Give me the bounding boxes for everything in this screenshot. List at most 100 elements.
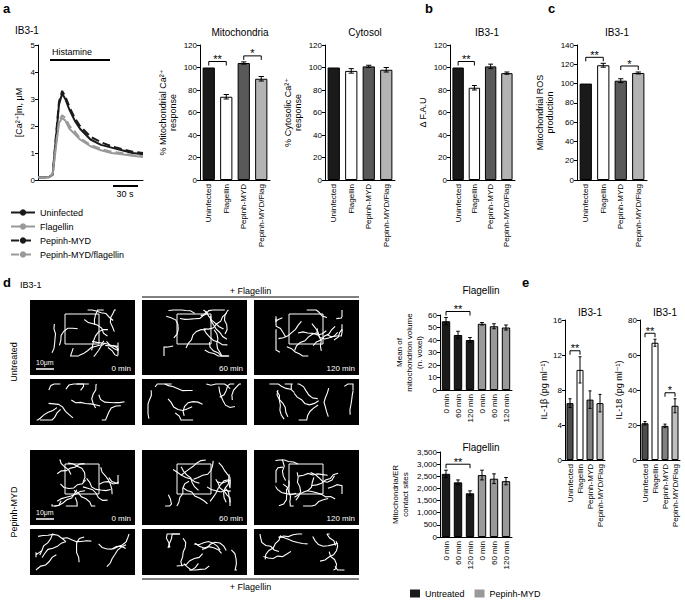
svg-text:5: 5 [31,41,36,50]
svg-text:Flagellin: Flagellin [40,222,74,232]
svg-text:0 min: 0 min [478,541,487,561]
svg-text:1,500: 1,500 [417,496,438,505]
svg-text:4: 4 [31,68,36,77]
svg-text:60 min: 60 min [454,394,463,418]
svg-text:0: 0 [633,456,638,465]
svg-text:0 min: 0 min [111,514,131,523]
svg-text:Histamine: Histamine [52,47,92,57]
svg-text:IB3-1: IB3-1 [578,307,602,318]
svg-text:0 min: 0 min [111,364,131,373]
svg-text:120: 120 [184,41,198,50]
svg-text:0: 0 [558,456,563,465]
svg-text:10: 10 [428,373,437,382]
svg-text:IB3-1: IB3-1 [475,27,499,38]
svg-text:100: 100 [434,63,448,72]
svg-text:2,000: 2,000 [417,484,438,493]
svg-text:*: * [627,58,632,70]
svg-text:60: 60 [565,118,574,127]
svg-text:40: 40 [428,336,437,345]
svg-text:mitochondrion volume: mitochondrion volume [405,313,414,392]
svg-text:20: 20 [313,153,322,162]
svg-text:40: 40 [313,131,322,140]
svg-text:1: 1 [31,149,36,158]
svg-text:Flagellin: Flagellin [576,464,585,494]
svg-text:Flagellin: Flagellin [462,442,499,453]
svg-text:IL-18 (pg ml⁻¹): IL-18 (pg ml⁻¹) [614,361,624,420]
svg-text:Flagellin: Flagellin [599,184,608,214]
svg-text:Pepinh-MYD/Flag: Pepinh-MYD/Flag [634,184,643,247]
svg-text:3: 3 [31,95,36,104]
svg-text:120: 120 [434,41,448,50]
svg-text:0: 0 [193,176,198,185]
svg-text:IB3-1: IB3-1 [20,280,42,290]
svg-text:Cytosol: Cytosol [348,27,381,38]
svg-text:80: 80 [313,86,322,95]
svg-text:60: 60 [628,351,637,360]
svg-text:b: b [425,1,433,16]
svg-text:e: e [522,275,529,290]
svg-text:Pepinh-MYD/flagellin: Pepinh-MYD/flagellin [40,250,124,260]
svg-text:20: 20 [628,421,637,430]
svg-text:Pepinh-MYD: Pepinh-MYD [40,236,92,246]
svg-text:120 min: 120 min [502,394,511,422]
svg-text:120: 120 [561,60,575,69]
svg-text:3,500: 3,500 [417,448,438,457]
svg-text:IB3-1: IB3-1 [605,27,629,38]
svg-text:% Mitochondrial Ca²⁺: % Mitochondrial Ca²⁺ [158,69,168,155]
svg-text:Pepinh-MYD: Pepinh-MYD [586,464,595,510]
svg-text:Pepinh-MYD: Pepinh-MYD [486,184,495,230]
svg-text:0 min: 0 min [478,394,487,414]
svg-text:Flagellin: Flagellin [222,184,231,214]
svg-text:60: 60 [188,108,197,117]
svg-text:120 min: 120 min [466,394,475,422]
svg-text:50: 50 [428,323,437,332]
svg-text:30: 30 [428,348,437,357]
svg-text:Flagellin: Flagellin [347,184,356,214]
svg-text:**: ** [571,342,580,354]
svg-text:Uninfected: Uninfected [641,464,650,502]
svg-text:**: ** [462,53,471,65]
svg-text:response: response [293,94,303,131]
svg-text:(n. voxel): (n. voxel) [415,336,424,369]
svg-text:production: production [545,91,555,133]
svg-text:12: 12 [553,351,562,360]
svg-text:Pepinh-MYD/Flag: Pepinh-MYD/Flag [382,184,391,247]
svg-text:60 min: 60 min [490,541,499,565]
svg-text:Pepinh-MYD/Flag: Pepinh-MYD/Flag [671,464,680,527]
svg-text:10μm: 10μm [36,509,54,517]
svg-text:140: 140 [561,41,575,50]
svg-text:[Ca²⁺]m, μM: [Ca²⁺]m, μM [14,88,24,137]
svg-text:% Cytosolic Ca²⁺: % Cytosolic Ca²⁺ [283,78,293,147]
svg-text:*: * [250,47,255,59]
svg-text:**: ** [454,456,463,468]
svg-text:**: ** [213,53,222,65]
svg-text:0: 0 [443,176,448,185]
svg-text:40: 40 [188,131,197,140]
svg-text:Uninfected: Uninfected [581,184,590,222]
svg-text:20: 20 [428,361,437,370]
svg-text:Flagellin: Flagellin [462,285,499,296]
svg-text:Pepinh-MYD/Flag: Pepinh-MYD/Flag [502,184,511,247]
svg-text:**: ** [454,303,463,315]
svg-text:500: 500 [424,520,438,529]
svg-text:40: 40 [438,131,447,140]
svg-text:*: * [668,384,673,396]
svg-text:80: 80 [628,316,637,325]
svg-text:c: c [548,1,555,16]
svg-text:120 min: 120 min [502,541,511,569]
svg-text:+ Flagellin: + Flagellin [230,286,271,296]
svg-text:0: 0 [318,176,323,185]
svg-text:Flagellin: Flagellin [651,464,660,494]
svg-text:Pepinh-MYD: Pepinh-MYD [9,486,19,538]
svg-text:100: 100 [309,63,323,72]
svg-text:20: 20 [438,153,447,162]
svg-text:d: d [3,275,11,290]
svg-text:Pepinh-MYD: Pepinh-MYD [616,184,625,230]
svg-text:**: ** [646,325,655,337]
svg-text:16: 16 [553,316,562,325]
svg-text:Pepinh-MYD: Pepinh-MYD [490,589,542,599]
svg-text:3,000: 3,000 [417,460,438,469]
svg-text:10μm: 10μm [36,359,54,367]
svg-text:2,500: 2,500 [417,472,438,481]
svg-text:0: 0 [433,533,438,542]
